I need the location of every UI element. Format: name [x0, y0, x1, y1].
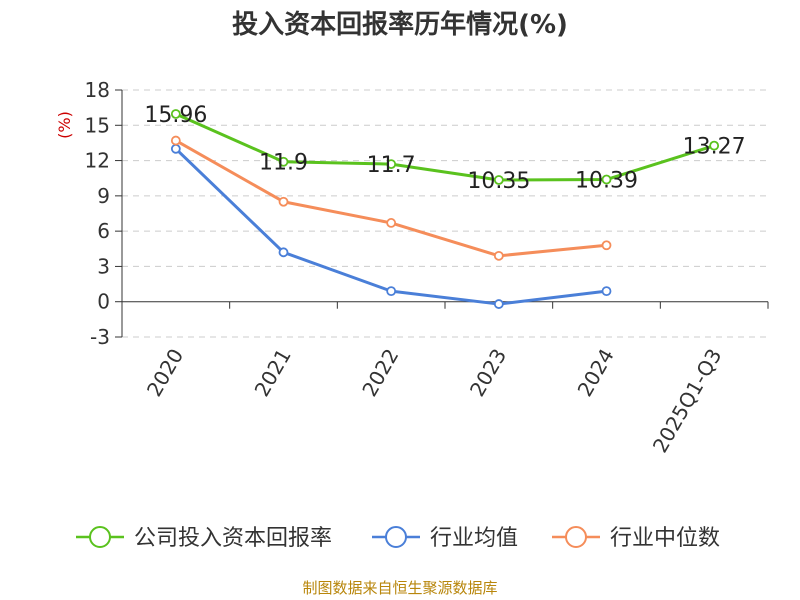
data-point [493, 299, 504, 309]
data-point [170, 109, 181, 119]
y-axis-label: (%) [55, 111, 74, 139]
legend-label: 公司投入资本回报率 [134, 526, 332, 551]
data-label: 10.39 [575, 169, 638, 194]
legend-swatch-marker [385, 526, 407, 548]
data-point [386, 286, 397, 297]
y-tick-label: 3 [97, 254, 110, 278]
y-tick-label: 15 [85, 113, 110, 137]
x-tick-label: 2022 [357, 345, 403, 401]
data-point [493, 175, 504, 185]
data-label: 11.7 [367, 153, 416, 178]
legend-swatch-marker [89, 526, 111, 548]
data-label: 11.9 [259, 151, 308, 176]
data-point [601, 174, 612, 185]
data-point [493, 250, 504, 261]
series-lines [170, 109, 720, 309]
legend-label: 行业中位数 [610, 526, 720, 551]
gridlines [122, 89, 768, 338]
y-tick-label: 9 [97, 184, 110, 208]
data-label: 13.27 [683, 135, 746, 160]
data-point [601, 240, 612, 251]
data-point [386, 218, 397, 228]
data-labels: 15.96 11.9 11.7 10.35 10.39 13.27 [144, 103, 745, 194]
data-point [170, 143, 181, 154]
data-point [601, 286, 612, 297]
data-point [386, 159, 397, 170]
x-tick-label: 2021 [250, 345, 296, 401]
legend[interactable]: 公司投入资本回报率 行业均值 行业中位数 [76, 526, 720, 551]
data-point [278, 247, 289, 258]
series-line [175, 112, 715, 182]
legend-item[interactable]: 行业均值 [372, 526, 518, 551]
x-tick-label: 2024 [573, 345, 619, 401]
x-tick-label: 2020 [142, 345, 188, 401]
data-point [170, 135, 181, 146]
y-tick-label: 6 [97, 219, 110, 243]
source-note: 制图数据来自恒生聚源数据库 [302, 579, 497, 597]
legend-item[interactable]: 行业中位数 [552, 526, 720, 551]
data-point [709, 140, 720, 151]
y-tick-label: 18 [85, 78, 110, 102]
legend-swatch-marker [565, 526, 587, 548]
legend-item[interactable]: 公司投入资本回报率 [76, 526, 332, 551]
axes: -3 0 3 6 9 12 15 18 2020 2021 2022 2023 2024 2025Q1-Q… [85, 78, 769, 457]
x-tick-label: 2023 [465, 345, 511, 401]
data-point [278, 156, 289, 167]
y-tick-label: 12 [85, 149, 110, 173]
y-tick-label: -3 [90, 325, 110, 349]
legend-label: 行业均值 [430, 526, 518, 551]
data-label: 10.35 [467, 169, 530, 194]
data-label: 15.96 [144, 103, 207, 128]
y-tick-label: 0 [97, 290, 110, 314]
data-point [278, 196, 289, 207]
x-tick-label: 2025Q1-Q3 [648, 345, 727, 457]
chart-title: 投入资本回报率历年情况(%) [232, 9, 568, 40]
